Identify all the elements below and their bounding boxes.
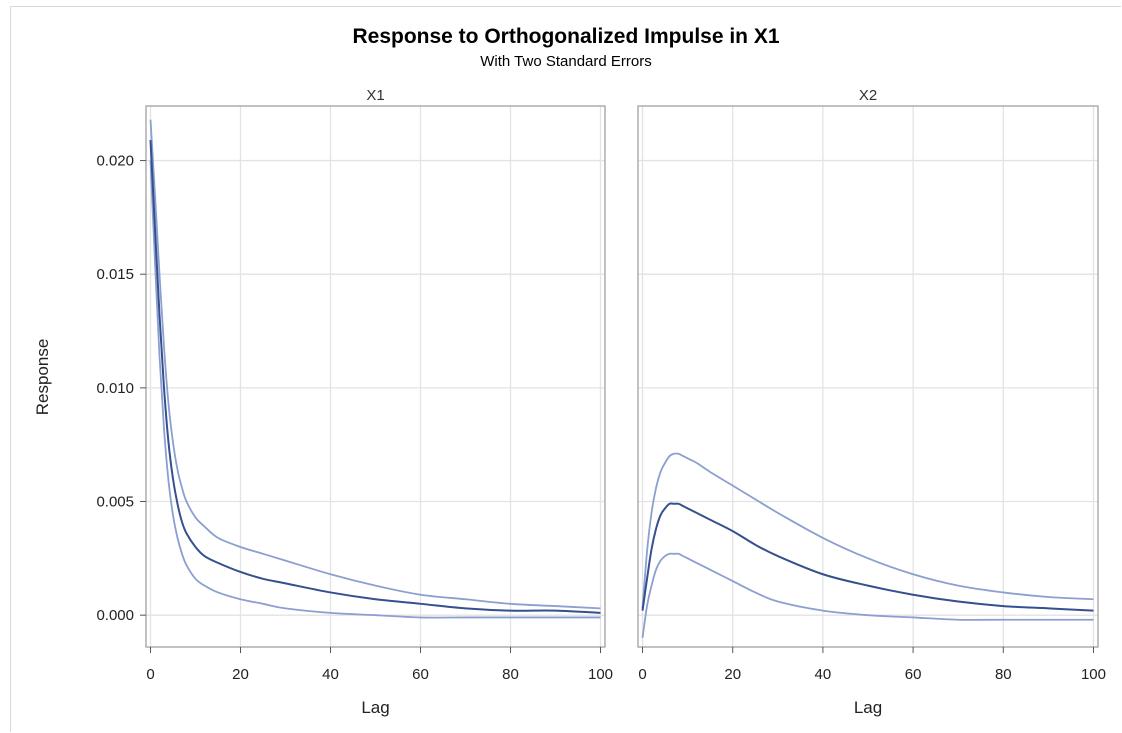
x-tick-label: 40 bbox=[815, 666, 832, 683]
panel-frame bbox=[145, 105, 606, 648]
x-axis-label: Lag bbox=[854, 698, 882, 717]
chart-frame bbox=[10, 6, 1121, 732]
y-tick-label: 0.005 bbox=[96, 494, 134, 511]
x-tick-label: 0 bbox=[146, 666, 154, 683]
series-upper-line bbox=[641, 452, 1094, 609]
panel-x1: X1 0 20 40 60 80 100 Lag 0.000 0.005 0.010 0.015 0.0… bbox=[96, 87, 613, 717]
x-tick-label: 0 bbox=[638, 666, 646, 683]
x-tick-label: 100 bbox=[588, 666, 613, 683]
x-tick-label: 60 bbox=[905, 666, 922, 683]
series-lower-line bbox=[641, 552, 1094, 639]
x-tick-label: 60 bbox=[412, 666, 429, 683]
series-response-line bbox=[149, 140, 601, 614]
x-tick-label: 100 bbox=[1081, 666, 1106, 683]
chart-title: Response to Orthogonalized Impulse in X1 bbox=[352, 25, 779, 48]
x-tick-label: 80 bbox=[995, 666, 1012, 683]
panel-label-x1: X1 bbox=[366, 87, 384, 104]
x-tick-label: 20 bbox=[232, 666, 249, 683]
panel-x2: X2 0 20 40 60 80 100 Lag bbox=[637, 87, 1106, 717]
y-tick-label: 0.000 bbox=[96, 607, 134, 624]
y-tick-label: 0.015 bbox=[96, 266, 134, 283]
x-axis-label: Lag bbox=[361, 698, 389, 717]
chart-subtitle: With Two Standard Errors bbox=[480, 53, 651, 70]
x-tick-label: 80 bbox=[502, 666, 519, 683]
y-axis-label: Response bbox=[33, 339, 52, 416]
series-lower-line bbox=[149, 160, 601, 619]
panel-label-x2: X2 bbox=[859, 87, 877, 104]
series-upper-line bbox=[149, 119, 601, 610]
y-tick-label: 0.010 bbox=[96, 380, 134, 397]
panel-frame bbox=[637, 105, 1099, 648]
series-response-line bbox=[641, 502, 1094, 612]
y-tick-label: 0.020 bbox=[96, 153, 134, 170]
x-tick-label: 40 bbox=[322, 666, 339, 683]
panels-group: X1 0 20 40 60 80 100 Lag 0.000 0.005 0.010 0.015 0.0… bbox=[96, 87, 1106, 717]
x-tick-label: 20 bbox=[724, 666, 741, 683]
